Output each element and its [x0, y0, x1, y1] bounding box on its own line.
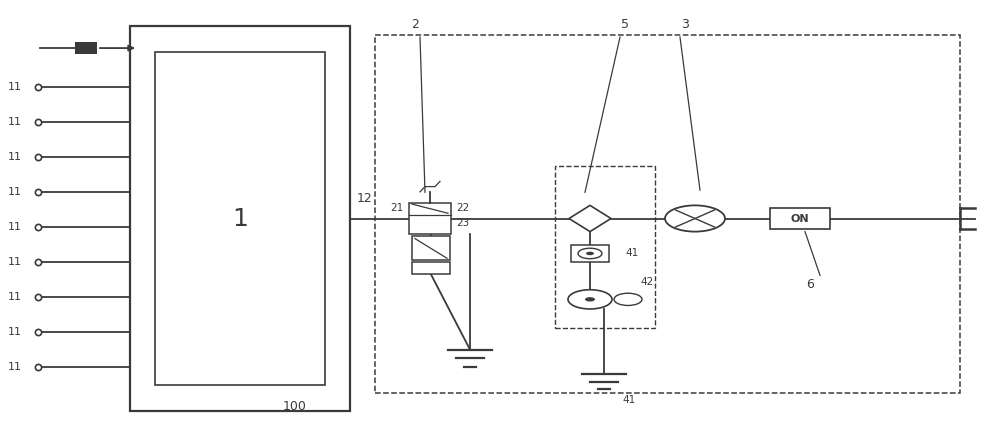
Text: 11: 11 [8, 327, 22, 337]
Text: 11: 11 [8, 362, 22, 372]
Text: 100: 100 [283, 400, 307, 413]
Circle shape [665, 205, 725, 232]
Text: 23: 23 [456, 218, 469, 228]
Text: 11: 11 [8, 187, 22, 197]
FancyBboxPatch shape [571, 245, 609, 262]
Text: 41: 41 [622, 395, 635, 405]
Circle shape [578, 248, 602, 259]
Text: 42: 42 [640, 277, 653, 287]
Text: 3: 3 [681, 17, 689, 31]
Circle shape [614, 293, 642, 305]
FancyBboxPatch shape [412, 262, 450, 274]
FancyBboxPatch shape [409, 203, 451, 234]
Polygon shape [569, 205, 611, 232]
Text: 41: 41 [625, 249, 638, 258]
Text: 12: 12 [357, 192, 373, 205]
Text: 11: 11 [8, 83, 22, 92]
Text: 5: 5 [621, 17, 629, 31]
Circle shape [586, 252, 594, 255]
Circle shape [568, 290, 612, 309]
Text: 11: 11 [8, 222, 22, 232]
Text: ON: ON [791, 214, 809, 223]
Text: 1: 1 [232, 207, 248, 230]
Text: 11: 11 [8, 153, 22, 162]
Text: 21: 21 [391, 203, 404, 212]
Text: 6: 6 [806, 277, 814, 291]
FancyBboxPatch shape [155, 52, 325, 385]
Circle shape [585, 297, 595, 302]
FancyBboxPatch shape [770, 208, 830, 229]
Circle shape [578, 248, 602, 259]
FancyBboxPatch shape [412, 236, 450, 260]
Text: 11: 11 [8, 257, 22, 267]
Text: 11: 11 [8, 118, 22, 127]
Text: 11: 11 [8, 292, 22, 302]
FancyBboxPatch shape [75, 42, 97, 54]
Text: 2: 2 [411, 17, 419, 31]
Text: 22: 22 [456, 203, 469, 212]
FancyBboxPatch shape [130, 26, 350, 411]
